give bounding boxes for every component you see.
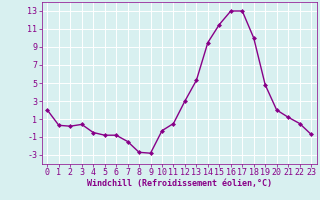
X-axis label: Windchill (Refroidissement éolien,°C): Windchill (Refroidissement éolien,°C) [87,179,272,188]
